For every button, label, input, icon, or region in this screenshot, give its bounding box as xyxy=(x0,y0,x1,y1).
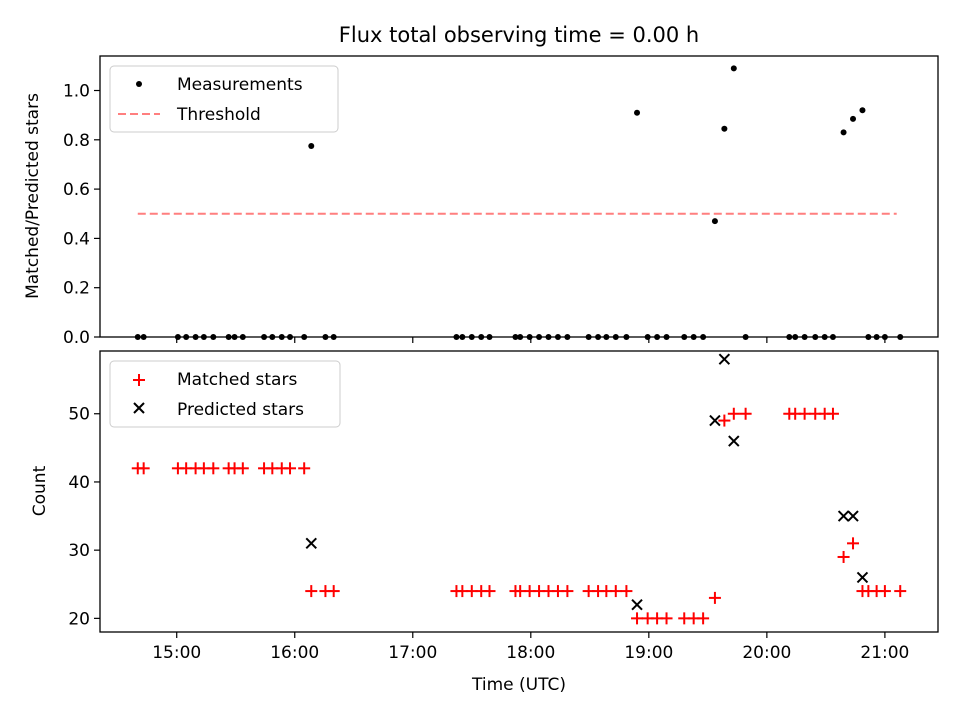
predicted-stars-point xyxy=(847,510,859,522)
matched-stars-point xyxy=(660,612,673,625)
measurement-point xyxy=(721,125,728,132)
y-tick-label: 0.6 xyxy=(63,180,90,200)
measurement-point xyxy=(859,107,866,114)
matched-stars-point xyxy=(483,585,496,598)
matched-stars-point xyxy=(837,550,850,563)
matched-stars-point xyxy=(298,462,311,475)
legend-measurements-marker xyxy=(136,81,142,87)
predicted-stars-point-b xyxy=(305,537,317,550)
predicted-stars-point xyxy=(856,571,869,584)
predicted-stars-point xyxy=(728,435,740,447)
bottom-panel-marks xyxy=(131,353,907,625)
predicted-stars-point xyxy=(837,510,850,522)
chart-title: Flux total observing time = 0.00 h xyxy=(339,23,699,47)
matched-stars-point xyxy=(847,537,860,550)
x-tick-label: 21:00 xyxy=(860,643,909,663)
y-tick-label: 0.2 xyxy=(63,279,90,299)
predicted-stars-point-b xyxy=(718,353,731,365)
matched-stars-point xyxy=(620,585,633,598)
predicted-stars-point xyxy=(709,414,721,427)
bottom-legend: Matched stars Predicted stars xyxy=(109,360,341,428)
measurement-point xyxy=(840,129,847,136)
x-tick-label: 19:00 xyxy=(624,643,673,663)
x-tick-label: 17:00 xyxy=(388,643,437,663)
matched-stars-point xyxy=(327,585,340,598)
bottom-panel-ticks: 20 30 40 50 15:00 16:00 17:00 18:00 19:00 20:00 21… xyxy=(68,405,909,663)
measurement-point xyxy=(634,109,641,116)
x-tick-label: 15:00 xyxy=(152,643,201,663)
predicted-stars-point xyxy=(305,537,317,550)
matched-stars-point xyxy=(207,462,220,475)
bottom-panel-xlabel: Time (UTC) xyxy=(471,675,566,695)
legend-measurements-label: Measurements xyxy=(177,75,303,95)
y-tick-label: 1.0 xyxy=(63,82,90,102)
matched-stars-point xyxy=(305,585,318,598)
predicted-stars-point-b xyxy=(631,599,643,611)
y-tick-label: 0.4 xyxy=(63,229,90,249)
predicted-stars-point xyxy=(718,353,731,365)
x-tick-label: 18:00 xyxy=(506,643,555,663)
matched-stars-point xyxy=(697,612,710,625)
measurement-point xyxy=(308,142,315,149)
matched-stars-point xyxy=(137,462,150,475)
predicted-stars-point-b xyxy=(728,435,740,447)
measurement-point xyxy=(850,115,857,122)
matched-stars-point xyxy=(631,612,644,625)
matched-stars-point xyxy=(894,585,907,598)
bottom-legend-box xyxy=(109,360,341,428)
y-tick-label: 0.0 xyxy=(63,328,90,348)
predicted-stars-point-b xyxy=(709,414,721,427)
y-tick-label: 50 xyxy=(68,405,90,425)
matched-stars-point xyxy=(718,414,731,427)
bottom-panel-frame xyxy=(99,350,939,633)
y-tick-label: 20 xyxy=(68,609,90,629)
x-tick-label: 16:00 xyxy=(270,643,319,663)
matched-stars-point xyxy=(727,407,740,420)
top-legend-box xyxy=(109,65,339,133)
bottom-panel: 20 30 40 50 15:00 16:00 17:00 18:00 19:00 20:00 21… xyxy=(30,350,939,695)
y-tick-label: 0.8 xyxy=(63,131,90,151)
matched-stars-point xyxy=(878,585,891,598)
top-legend: Measurements Threshold xyxy=(109,65,339,133)
bottom-panel-ylabel: Count xyxy=(30,465,50,516)
matched-stars-point xyxy=(798,407,811,420)
matched-stars-point xyxy=(708,591,721,604)
predicted-stars-point-b xyxy=(847,510,859,522)
x-tick-label: 20:00 xyxy=(742,643,791,663)
predicted-stars-point-b xyxy=(837,510,850,522)
matched-stars-point xyxy=(739,407,752,420)
legend-predicted-label: Predicted stars xyxy=(177,400,304,420)
matched-stars-point xyxy=(284,462,297,475)
matched-stars-point xyxy=(236,462,249,475)
legend-predicted-marker xyxy=(133,402,145,414)
top-panel-frame xyxy=(99,55,939,338)
top-panel-ticks: 0.0 0.2 0.4 0.6 0.8 1.0 xyxy=(63,82,886,348)
matched-stars-point xyxy=(826,407,839,420)
matched-stars-point xyxy=(609,585,622,598)
top-panel-ylabel: Matched/Predicted stars xyxy=(23,93,43,299)
predicted-stars-point xyxy=(631,599,643,611)
measurement-point xyxy=(711,218,718,225)
y-tick-label: 30 xyxy=(68,541,90,561)
matched-stars-point xyxy=(561,585,574,598)
legend-matched-label: Matched stars xyxy=(177,370,297,390)
legend-matched-marker xyxy=(133,374,145,386)
predicted-stars-point-b xyxy=(856,571,869,584)
top-panel: 0.0 0.2 0.4 0.6 0.8 1.0 Matched/Predicted sta… xyxy=(23,55,939,348)
legend-threshold-label: Threshold xyxy=(176,105,261,125)
measurement-point xyxy=(730,65,737,72)
y-tick-label: 40 xyxy=(68,473,90,493)
